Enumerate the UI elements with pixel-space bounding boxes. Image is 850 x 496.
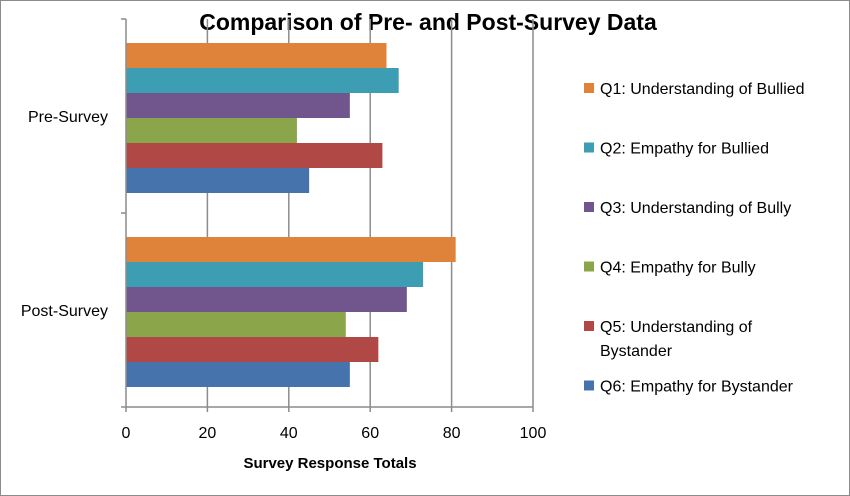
bar: [126, 43, 387, 68]
bar: [126, 118, 297, 143]
x-tick-label: 60: [361, 425, 379, 442]
bar: [126, 143, 383, 168]
bar: [126, 168, 310, 193]
bar: [126, 93, 350, 118]
legend-label: Q6: Empathy for Bystander: [600, 379, 794, 396]
x-tick-label: 100: [520, 425, 547, 442]
bar: [126, 262, 424, 287]
category-labels: Pre-Survey Post-Survey: [21, 109, 108, 320]
legend-label: Q1: Understanding of Bullied: [600, 81, 805, 98]
axes: [121, 18, 534, 412]
x-tick-labels: 0 20 40 60 80 100: [122, 425, 547, 442]
bar: [126, 312, 346, 337]
legend-swatch: [584, 380, 594, 391]
category-label: Post-Survey: [21, 303, 108, 320]
legend-swatch: [584, 321, 594, 331]
legend-label: Q2: Empathy for Bullied: [600, 141, 769, 158]
bar: [126, 362, 350, 387]
x-tick-label: 0: [122, 425, 131, 442]
category-label: Pre-Survey: [28, 109, 108, 126]
legend-swatch: [584, 261, 594, 272]
legend-swatch: [584, 142, 594, 153]
bars: [126, 43, 456, 387]
legend-label: Q5: Understanding of: [600, 319, 753, 336]
bar: [126, 287, 407, 312]
legend-label: Bystander: [600, 343, 673, 360]
bar: [126, 337, 379, 362]
legend: Q1: Understanding of Bullied Q2: Empathy …: [584, 81, 805, 396]
x-tick-label: 40: [280, 425, 298, 442]
x-tick-label: 80: [443, 425, 461, 442]
chart-title: Comparison of Pre- and Post-Survey Data: [199, 9, 657, 35]
legend-label: Q4: Empathy for Bully: [600, 260, 756, 277]
bar: [126, 237, 456, 262]
legend-label: Q3: Understanding of Bully: [600, 200, 791, 217]
legend-swatch: [584, 83, 594, 93]
bar: [126, 68, 399, 93]
x-axis-label: Survey Response Totals: [243, 455, 416, 472]
legend-swatch: [584, 202, 594, 212]
x-tick-label: 20: [199, 425, 217, 442]
